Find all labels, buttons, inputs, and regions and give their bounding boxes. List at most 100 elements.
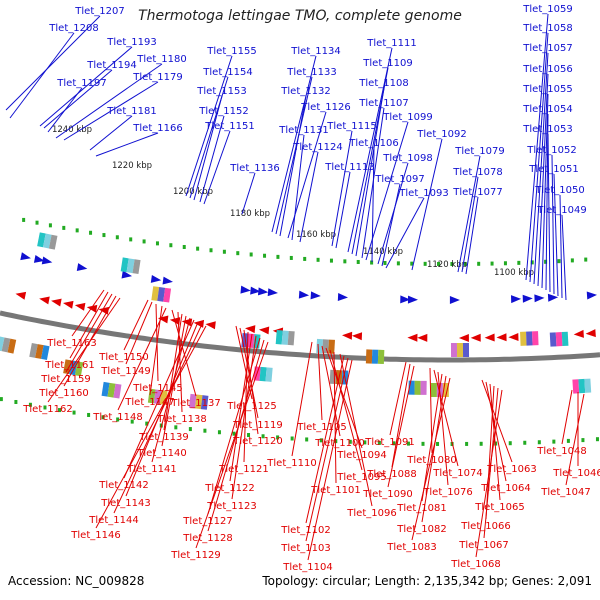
gene-label-bottom: Tlet_1127: [182, 516, 232, 527]
feature-block: [153, 389, 162, 405]
gene-label-top: Tlet_1056: [522, 64, 572, 75]
gene-label-bottom: Tlet_1141: [126, 464, 176, 475]
forward-gene-arrow: [33, 255, 45, 263]
feature-block: [572, 379, 580, 394]
tick-mark: [169, 243, 173, 248]
gene-label-bottom: Tlet_1068: [450, 559, 500, 570]
leader-line: [387, 365, 415, 488]
gene-label-top: Tlet_1115: [326, 121, 376, 132]
tick-mark: [479, 441, 483, 446]
reverse-gene-arrow: [245, 325, 256, 334]
gene-label-bottom: Tlet_1048: [536, 446, 586, 457]
tick-mark: [72, 410, 76, 415]
forward-gene-arrow: [298, 290, 310, 299]
tick-mark: [503, 261, 507, 266]
tick-mark: [477, 261, 481, 266]
gene-label-top: Tlet_1180: [136, 54, 186, 65]
leader-line: [47, 297, 121, 403]
tick-mark: [463, 261, 467, 266]
leader-line: [291, 341, 313, 457]
feature-block: [37, 232, 46, 248]
leader-line: [561, 214, 567, 301]
leader-line: [537, 73, 549, 287]
gene-label-top: Tlet_1093: [398, 188, 448, 199]
leader-line: [335, 171, 351, 249]
feature-block: [275, 330, 283, 345]
reverse-gene-arrow: [193, 319, 205, 328]
gene-label-bottom: Tlet_1150: [98, 352, 148, 363]
tick-mark: [421, 441, 425, 446]
gene-label-bottom: Tlet_1145: [132, 383, 182, 394]
inner-tick-ring: [0, 397, 599, 446]
leader-line: [71, 289, 105, 337]
tick-mark: [319, 438, 323, 443]
gene-label-bottom: Tlet_1096: [346, 508, 396, 519]
tick-mark: [196, 246, 200, 251]
leader-line: [117, 307, 167, 411]
feature-block: [48, 234, 58, 250]
forward-gene-arrow: [20, 252, 31, 261]
gene-label-top: Tlet_1181: [106, 106, 156, 117]
scale-label: 1160 kbp: [296, 230, 336, 240]
scale-label: 1200 kbp: [173, 187, 213, 197]
leader-line: [339, 353, 373, 507]
tick-mark: [155, 241, 159, 246]
tick-mark: [222, 249, 226, 254]
tick-mark: [423, 261, 427, 266]
leader-line: [95, 325, 207, 529]
gene-label-top: Tlet_1050: [534, 185, 584, 196]
feature-block: [74, 361, 84, 377]
feature-block: [132, 259, 141, 274]
gene-label-bottom: Tlet_1119: [232, 420, 282, 431]
leader-line: [163, 313, 183, 431]
tick-mark: [363, 440, 367, 445]
leader-line: [299, 151, 319, 243]
gene-label-bottom: Tlet_1091: [364, 437, 414, 448]
gene-label-top: Tlet_1092: [416, 129, 466, 140]
leader-line: [65, 293, 113, 373]
gene-label-bottom: Tlet_1067: [458, 540, 508, 551]
leader-line: [381, 183, 401, 267]
feature-block: [107, 382, 116, 398]
leader-line: [55, 63, 163, 139]
feature-block: [113, 383, 122, 399]
forward-gene-arrow: [400, 295, 411, 304]
tick-mark: [58, 408, 62, 413]
feature-block: [35, 344, 44, 359]
gene-label-top: Tlet_1136: [229, 163, 279, 174]
tick-mark: [494, 441, 498, 446]
gene-label-bottom: Tlet_1146: [70, 530, 120, 541]
gene-label-top: Tlet_1051: [528, 164, 578, 175]
gene-label-bottom: Tlet_1121: [218, 464, 268, 475]
leader-line: [457, 155, 481, 273]
feature-block: [578, 378, 586, 394]
gene-label-top: Tlet_1193: [106, 37, 156, 48]
tick-mark: [0, 397, 3, 402]
gene-label-bottom: Tlet_1147: [124, 397, 174, 408]
gene-label-top: Tlet_1207: [74, 6, 124, 17]
tick-mark: [130, 419, 134, 424]
leader-line: [207, 339, 265, 532]
gene-label-bottom: Tlet_1120: [232, 436, 282, 447]
leader-line: [411, 138, 443, 271]
reverse-gene-arrow: [508, 332, 519, 341]
gene-label-top: Tlet_1126: [300, 102, 350, 113]
leader-line: [113, 323, 203, 514]
tick-mark: [14, 399, 18, 404]
tick-mark: [290, 436, 294, 441]
tick-mark: [383, 260, 387, 265]
tick-mark: [370, 260, 374, 265]
tick-mark: [396, 261, 400, 266]
tick-mark: [377, 440, 381, 445]
leader-line: [305, 355, 345, 524]
gene-label-bottom: Tlet_1140: [136, 448, 186, 459]
tick-mark: [406, 441, 410, 446]
gene-label-top: Tlet_1208: [48, 23, 98, 34]
forward-gene-arrow: [449, 296, 460, 305]
gene-label-bottom: Tlet_1095: [336, 472, 386, 483]
tick-mark: [581, 438, 585, 443]
forward-gene-arrow: [522, 294, 533, 303]
tick-mark: [43, 405, 47, 410]
tick-mark: [348, 439, 352, 444]
